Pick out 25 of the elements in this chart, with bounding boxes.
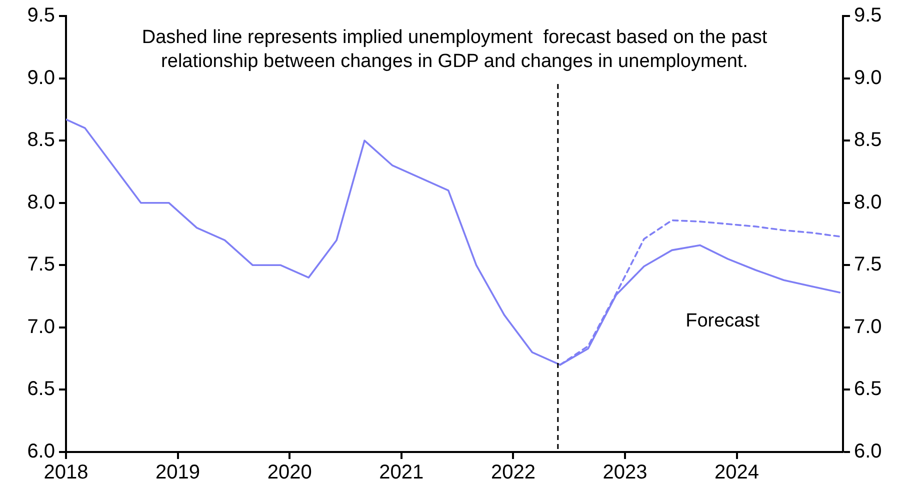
annotation: Dashed line represents implied unemployment forecast based on the past relationship between changes in GDP and changes in unemployment. [142, 27, 768, 72]
annotation: Forecast [686, 310, 760, 332]
x-tick-label: 2022 [490, 462, 536, 484]
y2-tick-label: 7.5 [854, 254, 882, 276]
y-tick-label: 9.5 [27, 4, 55, 27]
y2-tick-label: 9.5 [854, 4, 882, 27]
y2-tick-label: 7.0 [854, 316, 882, 338]
y2-tick-label: 8.0 [854, 191, 882, 214]
x-tick-label: 2019 [156, 462, 200, 484]
x-tick-label: 2023 [602, 462, 648, 484]
x-tick-label: 2020 [267, 462, 312, 484]
x-tick-label: 2021 [379, 462, 424, 484]
x-tick-label: 2024 [714, 462, 760, 484]
y-tick-label: 6.5 [27, 378, 55, 400]
y-tick-label: 6.0 [27, 440, 55, 463]
y-tick-label: 8.5 [27, 129, 55, 152]
y-tick-label: 7.5 [27, 254, 55, 276]
y2-tick-label: 6.5 [854, 378, 882, 400]
y-tick-label: 7.0 [27, 316, 55, 338]
y-tick-label: 9.0 [27, 66, 55, 89]
x-tick-label: 2018 [44, 462, 88, 484]
y2-tick-label: 8.5 [854, 129, 882, 152]
y-tick-label: 8.0 [27, 191, 55, 214]
y2-tick-label: 6.0 [854, 440, 882, 463]
y2-tick-label: 9.0 [854, 66, 882, 89]
